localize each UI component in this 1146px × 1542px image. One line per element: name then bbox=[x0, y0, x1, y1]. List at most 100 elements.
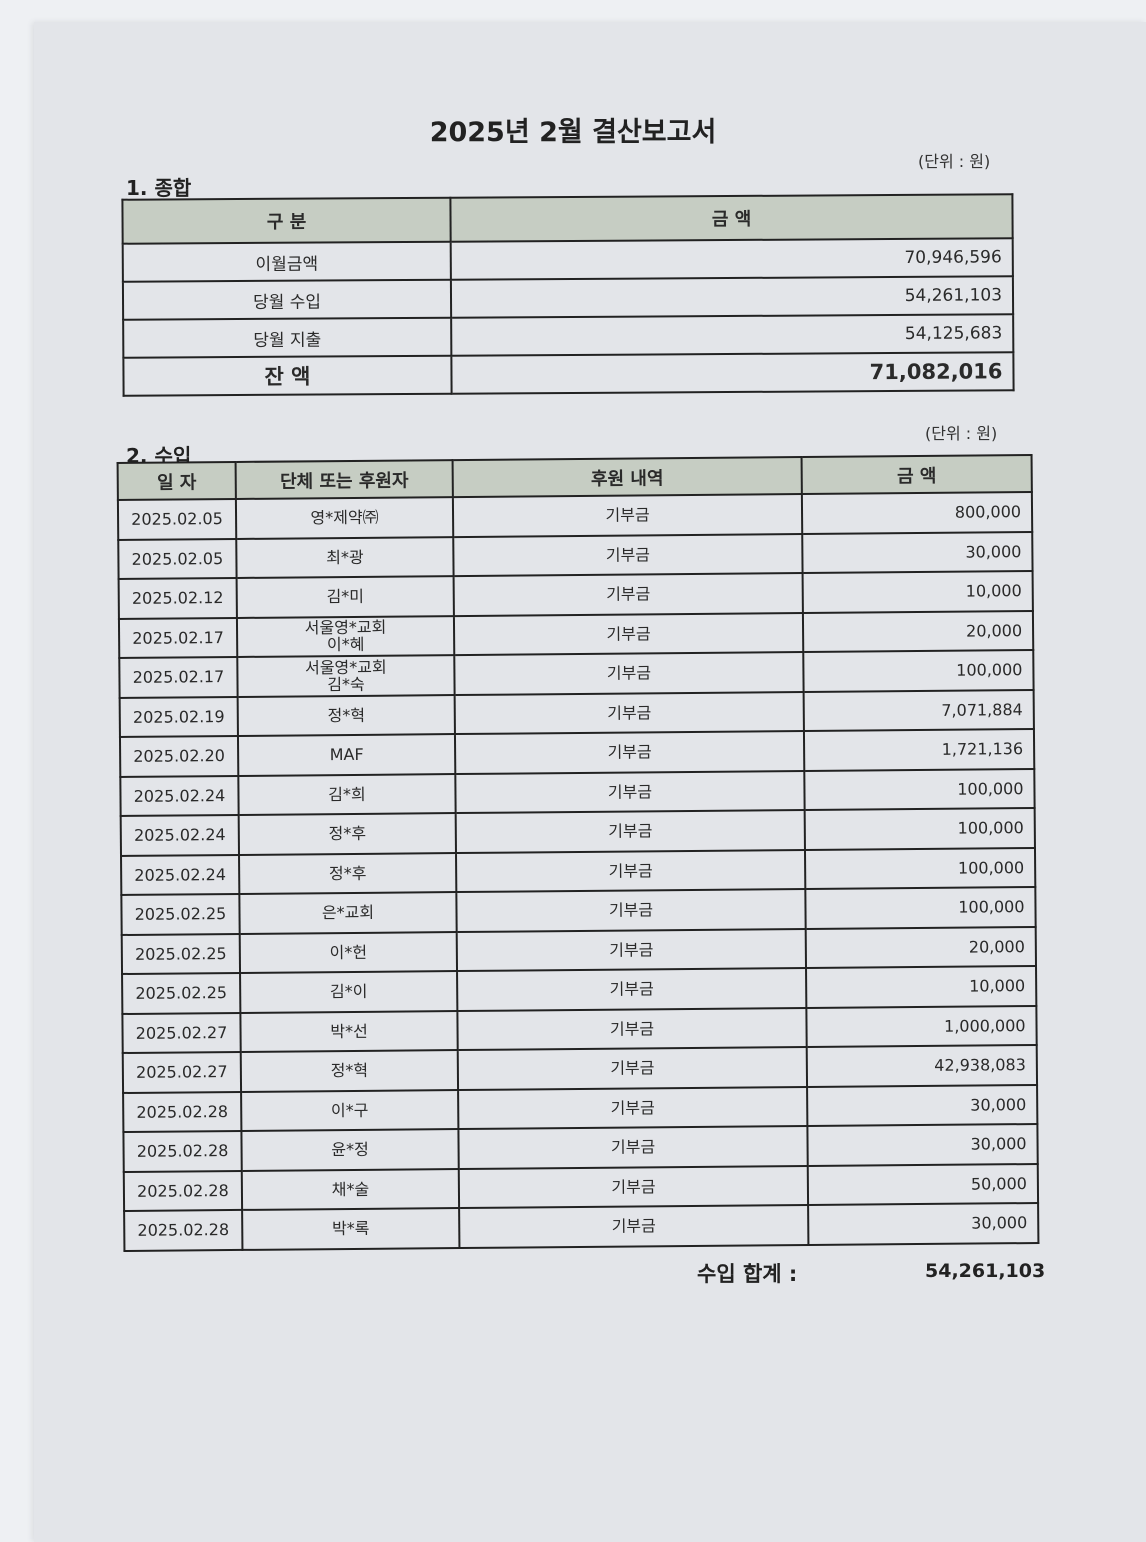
report-title: 2025년 2월 결산보고서 bbox=[429, 117, 717, 148]
amount-cell: 30,000 bbox=[807, 1084, 1038, 1127]
summary-section-title: 1. 종합 bbox=[126, 176, 192, 200]
income-total-amount: 54,261,103 bbox=[925, 1260, 1046, 1282]
summary-label: 잔 액 bbox=[123, 355, 452, 396]
summary-table: 구 분 금 액 이월금액 70,946,596 당월 수입 54,261,103 당월 … bbox=[121, 193, 1014, 396]
header-donor: 단체 또는 후원자 bbox=[235, 460, 453, 499]
amount-cell: 50,000 bbox=[807, 1163, 1039, 1206]
type-cell: 기부금 bbox=[458, 1165, 809, 1209]
donor-cell: 최*광 bbox=[236, 536, 454, 578]
donor-cell: 윤*정 bbox=[241, 1129, 459, 1171]
donor-cell: 정*혁 bbox=[240, 1050, 459, 1092]
date-cell: 2025.02.20 bbox=[119, 735, 239, 777]
date-cell: 2025.02.25 bbox=[121, 933, 241, 974]
date-cell: 2025.02.28 bbox=[123, 1130, 242, 1172]
date-cell: 2025.02.24 bbox=[121, 854, 240, 895]
donor-cell: 김*이 bbox=[240, 971, 458, 1013]
date-cell: 2025.02.27 bbox=[122, 1051, 242, 1093]
type-cell: 기부금 bbox=[454, 691, 804, 735]
amount-cell: 20,000 bbox=[802, 610, 1034, 653]
donor-cell: 박*선 bbox=[240, 1010, 458, 1052]
summary-row: 이월금액 70,946,596 bbox=[122, 238, 1013, 282]
date-cell: 2025.02.28 bbox=[123, 1091, 242, 1132]
type-cell: 기부금 bbox=[458, 1086, 808, 1130]
donor-cell: MAF bbox=[237, 734, 456, 776]
donor-cell: 박*록 bbox=[242, 1208, 460, 1250]
amount-cell: 100,000 bbox=[804, 808, 1035, 850]
type-cell: 기부금 bbox=[457, 1007, 807, 1051]
type-cell: 기부금 bbox=[456, 889, 806, 932]
amount-cell: 20,000 bbox=[805, 926, 1037, 969]
table-row: 2025.02.28 박*록 기부금 30,000 bbox=[124, 1202, 1039, 1251]
header-category: 구 분 bbox=[122, 197, 451, 244]
date-cell: 2025.02.17 bbox=[118, 617, 238, 658]
amount-cell: 100,000 bbox=[804, 847, 1036, 890]
amount-cell: 800,000 bbox=[801, 492, 1033, 534]
type-cell: 기부금 bbox=[455, 770, 805, 814]
summary-amount: 71,082,016 bbox=[451, 352, 1014, 394]
date-cell: 2025.02.25 bbox=[121, 893, 240, 935]
type-cell: 기부금 bbox=[458, 1126, 808, 1169]
donor-cell: 김*희 bbox=[238, 773, 456, 815]
type-cell: 기부금 bbox=[453, 612, 804, 656]
donor-cell: 이*헌 bbox=[239, 931, 458, 973]
summary-row: 잔 액 71,082,016 bbox=[123, 352, 1014, 396]
amount-cell: 1,721,136 bbox=[803, 729, 1035, 771]
amount-cell: 100,000 bbox=[805, 887, 1036, 929]
date-cell: 2025.02.28 bbox=[124, 1209, 243, 1251]
type-cell: 기부금 bbox=[455, 849, 806, 893]
type-cell: 기부금 bbox=[457, 1047, 808, 1090]
income-table: 일 자 단체 또는 후원자 후원 내역 금 액 2025.02.05 영*제약㈜ 기… bbox=[117, 454, 1040, 1251]
type-cell: 기부금 bbox=[452, 494, 803, 537]
type-cell: 기부금 bbox=[456, 928, 807, 972]
donor-cell: 채*술 bbox=[241, 1168, 460, 1210]
summary-label: 이월금액 bbox=[122, 241, 451, 282]
donor-cell: 김*미 bbox=[236, 576, 454, 618]
income-unit: (단위 : 원) bbox=[925, 424, 998, 443]
type-cell: 기부금 bbox=[457, 968, 807, 1011]
donor-cell: 은*교회 bbox=[239, 892, 457, 934]
donor-cell: 서울영*교회 이*혜 bbox=[236, 615, 455, 657]
amount-cell: 1,000,000 bbox=[806, 1005, 1037, 1048]
amount-cell: 30,000 bbox=[802, 531, 1033, 574]
income-total-label: 수입 합계 : bbox=[697, 1262, 798, 1286]
type-cell: 기부금 bbox=[454, 652, 804, 695]
amount-cell: 10,000 bbox=[806, 966, 1037, 1008]
donor-cell: 정*후 bbox=[238, 813, 456, 855]
summary-amount: 54,125,683 bbox=[451, 314, 1014, 356]
amount-cell: 30,000 bbox=[807, 1124, 1038, 1166]
amount-cell: 42,938,083 bbox=[806, 1045, 1038, 1087]
date-cell: 2025.02.05 bbox=[117, 498, 237, 540]
amount-cell: 10,000 bbox=[802, 571, 1033, 613]
summary-amount: 70,946,596 bbox=[450, 238, 1013, 280]
amount-cell: 30,000 bbox=[808, 1202, 1039, 1245]
date-cell: 2025.02.19 bbox=[119, 696, 238, 737]
header-type: 후원 내역 bbox=[452, 457, 802, 498]
summary-row: 당월 수입 54,261,103 bbox=[122, 276, 1014, 320]
summary-label: 당월 수입 bbox=[122, 279, 452, 320]
paper-sheet bbox=[34, 22, 1146, 1542]
donor-cell: 정*후 bbox=[239, 852, 457, 894]
summary-label: 당월 지출 bbox=[123, 317, 452, 358]
date-cell: 2025.02.27 bbox=[122, 1012, 241, 1053]
summary-unit: (단위 : 원) bbox=[918, 152, 991, 171]
type-cell: 기부금 bbox=[459, 1205, 809, 1248]
summary-amount: 54,261,103 bbox=[450, 276, 1014, 318]
date-cell: 2025.02.24 bbox=[120, 814, 240, 856]
donor-cell: 서울영*교회 김*숙 bbox=[237, 655, 455, 697]
date-cell: 2025.02.28 bbox=[123, 1170, 243, 1211]
summary-row: 당월 지출 54,125,683 bbox=[123, 314, 1014, 358]
date-cell: 2025.02.17 bbox=[119, 656, 238, 698]
donor-cell: 영*제약㈜ bbox=[235, 497, 454, 539]
type-cell: 기부금 bbox=[453, 573, 803, 616]
date-cell: 2025.02.05 bbox=[118, 538, 237, 579]
type-cell: 기부금 bbox=[453, 533, 803, 577]
amount-cell: 7,071,884 bbox=[803, 689, 1034, 732]
amount-cell: 100,000 bbox=[803, 650, 1034, 692]
header-date: 일 자 bbox=[117, 461, 236, 501]
type-cell: 기부금 bbox=[455, 810, 805, 853]
header-amount: 금 액 bbox=[801, 455, 1032, 495]
header-amount: 금 액 bbox=[450, 194, 1013, 242]
date-cell: 2025.02.25 bbox=[122, 972, 241, 1014]
type-cell: 기부금 bbox=[454, 731, 805, 774]
date-cell: 2025.02.24 bbox=[120, 775, 239, 816]
